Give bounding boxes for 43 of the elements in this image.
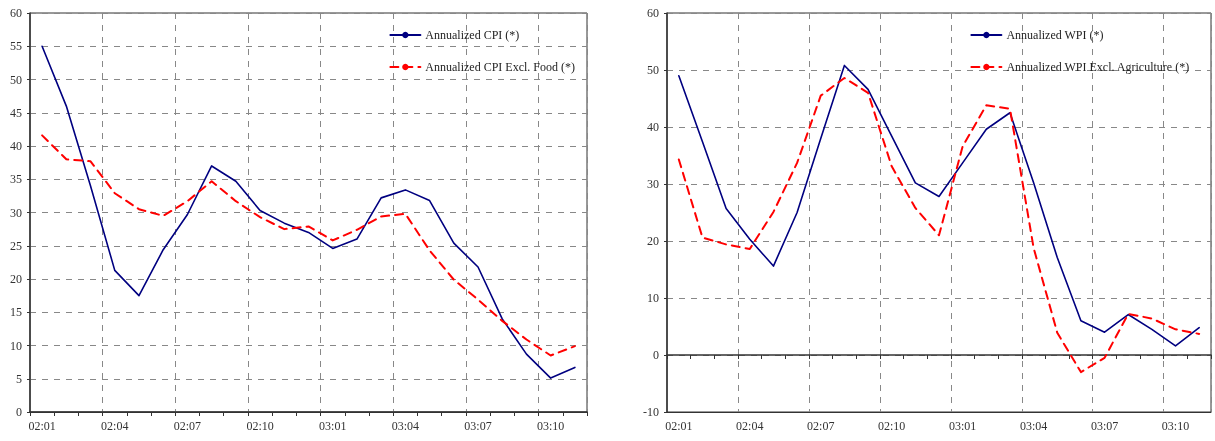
y-tick-label: 10 <box>10 338 22 353</box>
legend-label: Annualized CPI (*) <box>425 28 520 42</box>
y-tick-label: 35 <box>10 172 22 187</box>
x-tick-label: 02:01 <box>28 419 56 433</box>
y-tick-label: 20 <box>647 234 659 248</box>
y-tick-label: 60 <box>10 6 22 20</box>
y-tick-label: 25 <box>10 238 22 253</box>
x-tick-label: 03:04 <box>391 419 420 433</box>
y-tick-label: 30 <box>647 177 659 191</box>
x-tick-label: 03:01 <box>319 419 347 433</box>
x-tick-label: 02:10 <box>878 419 906 433</box>
y-tick-label: 60 <box>647 6 659 20</box>
x-tick-label: 02:10 <box>246 419 274 433</box>
y-tick-label: 50 <box>647 63 659 77</box>
y-tick-label: 0 <box>16 405 22 419</box>
y-tick-label: 40 <box>10 139 22 153</box>
legend-label: Annualized WPI Excl. Agriculture (*) <box>1006 60 1190 74</box>
line-series <box>41 134 576 357</box>
y-tick-label: 50 <box>10 72 22 87</box>
x-tick-label: 03:07 <box>464 419 492 433</box>
x-tick-label: 03:10 <box>537 419 565 433</box>
x-tick-label: 03:01 <box>948 419 977 433</box>
line-series <box>41 45 576 379</box>
y-tick-label: 5 <box>16 371 22 386</box>
y-tick-label: 15 <box>10 305 22 320</box>
x-tick-label: 02:07 <box>807 419 835 433</box>
y-tick-label: 40 <box>647 120 659 134</box>
x-tick-label: 03:10 <box>1161 419 1190 433</box>
y-tick-label: 20 <box>10 272 22 286</box>
x-tick-label: 03:04 <box>1019 419 1048 433</box>
y-tick-label: 30 <box>10 205 22 220</box>
legend-label: Annualized WPI (*) <box>1006 28 1104 42</box>
legend-label: Annualized CPI Excl. Food (*) <box>425 60 576 74</box>
x-tick-label: 02:07 <box>173 419 202 433</box>
x-tick-label: 02:04 <box>101 419 129 433</box>
y-tick-label: 55 <box>10 39 22 54</box>
x-tick-label: 02:01 <box>665 419 693 433</box>
x-tick-label: 03:07 <box>1090 419 1119 433</box>
y-tick-label: 0 <box>653 348 659 362</box>
y-tick-label: 10 <box>647 291 659 305</box>
y-tick-label: -10 <box>643 405 659 419</box>
y-tick-label: 45 <box>10 105 22 120</box>
x-tick-label: 02:04 <box>736 419 764 433</box>
